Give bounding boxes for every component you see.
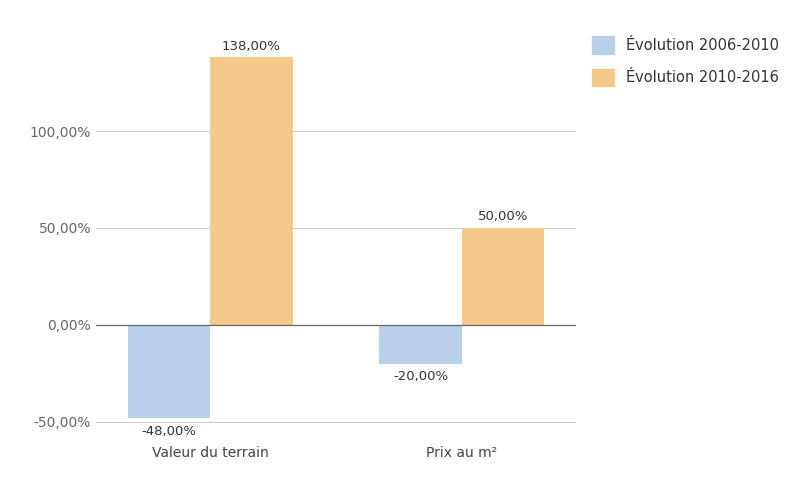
Legend: Évolution 2006-2010, Évolution 2010-2016: Évolution 2006-2010, Évolution 2010-2016 (588, 32, 783, 91)
Text: -48,00%: -48,00% (142, 424, 197, 438)
Bar (379, 325, 462, 364)
Text: 138,00%: 138,00% (222, 40, 281, 52)
Bar (128, 325, 210, 418)
Bar (462, 228, 544, 325)
Bar (210, 57, 293, 325)
Text: 50,00%: 50,00% (478, 210, 528, 223)
Text: -20,00%: -20,00% (393, 370, 448, 383)
